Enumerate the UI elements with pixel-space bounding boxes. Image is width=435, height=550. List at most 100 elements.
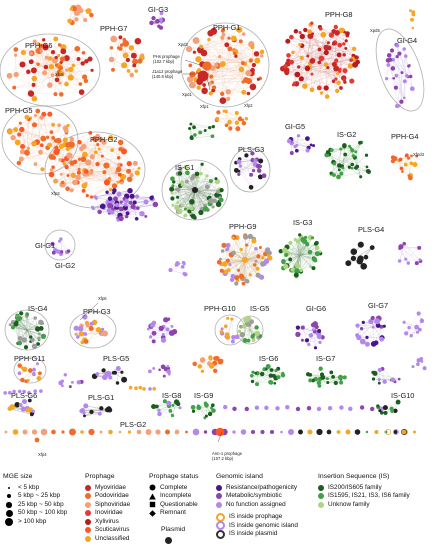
legend-ring-item: IS inside genomic island	[216, 521, 298, 531]
network-node	[42, 44, 49, 51]
network-node	[390, 377, 396, 383]
network-edge	[9, 41, 35, 76]
network-edge	[232, 259, 246, 277]
network-node	[241, 281, 246, 286]
network-edge	[210, 33, 220, 57]
network-node	[325, 150, 330, 155]
network-node	[6, 72, 13, 79]
network-edge	[172, 178, 196, 191]
network-edge	[66, 157, 119, 168]
network-node	[238, 273, 245, 279]
legend-size-item: < 5 kbp	[3, 484, 67, 493]
network-node	[208, 91, 213, 96]
network-node	[307, 33, 314, 40]
network-node	[312, 144, 316, 148]
network-node	[359, 405, 365, 410]
network-edge	[311, 23, 322, 59]
network-edge	[26, 363, 38, 382]
network-node	[67, 74, 74, 81]
network-node	[31, 122, 38, 128]
network-node	[107, 196, 113, 201]
network-node	[20, 50, 26, 56]
network-node	[36, 62, 40, 66]
network-edge	[203, 29, 240, 54]
network-node	[310, 72, 314, 76]
network-node	[124, 214, 129, 219]
network-edge	[180, 185, 201, 213]
network-node	[300, 325, 305, 330]
network-node	[191, 409, 196, 413]
network-node	[350, 148, 355, 153]
network-node	[225, 89, 232, 95]
network-node	[255, 266, 260, 271]
network-edge	[298, 135, 309, 148]
network-edge	[374, 326, 382, 344]
network-node	[69, 188, 74, 193]
network-node	[317, 60, 322, 65]
network-edge	[190, 53, 235, 66]
network-node	[208, 198, 214, 204]
network-node	[110, 148, 115, 153]
network-node	[242, 338, 248, 343]
network-edge	[399, 259, 420, 262]
network-node	[155, 18, 160, 24]
network-node	[64, 165, 69, 170]
network-node	[364, 153, 369, 157]
network-edge	[409, 65, 411, 77]
network-edge	[382, 368, 393, 380]
network-node	[125, 57, 131, 63]
network-edge	[200, 33, 244, 51]
network-node	[288, 257, 293, 262]
annotation-pointer	[79, 302, 99, 321]
network-edge	[230, 123, 244, 129]
network-node	[196, 85, 201, 90]
network-node	[217, 358, 224, 365]
network-node	[227, 119, 232, 125]
network-node	[356, 334, 362, 341]
network-node	[196, 404, 200, 408]
network-node	[403, 162, 408, 167]
network-node	[298, 30, 302, 35]
network-node	[266, 254, 270, 258]
network-node	[189, 71, 196, 78]
network-node	[24, 114, 30, 120]
network-edge	[293, 44, 301, 85]
network-edge	[301, 45, 327, 89]
network-node	[215, 116, 220, 121]
network-edge	[243, 254, 266, 284]
network-node	[162, 374, 166, 378]
network-node	[393, 429, 399, 435]
network-node	[211, 408, 216, 413]
annotation-xfp6: Xfp6	[98, 296, 107, 301]
network-node	[288, 240, 293, 246]
network-node	[400, 71, 404, 75]
network-edge	[176, 189, 196, 208]
network-node	[83, 414, 86, 418]
network-node	[391, 58, 395, 62]
network-node	[338, 67, 342, 71]
network-node	[180, 183, 184, 187]
network-edge	[26, 329, 44, 337]
network-edge	[223, 110, 247, 119]
network-edge	[79, 142, 122, 183]
network-node	[246, 338, 251, 343]
network-edge	[400, 246, 417, 264]
network-node	[298, 76, 304, 82]
network-edge	[352, 164, 368, 168]
network-node	[254, 405, 260, 410]
annotation-pointers	[79, 59, 223, 443]
network-node	[49, 168, 54, 172]
network-node	[202, 206, 209, 212]
network-edge	[246, 244, 248, 282]
network-node	[74, 17, 79, 22]
network-node	[88, 170, 94, 175]
network-node	[237, 169, 241, 173]
network-edge	[180, 168, 196, 191]
annotation-xpd1: Xpd1	[182, 92, 192, 97]
network-node	[408, 64, 411, 67]
network-node	[354, 55, 358, 59]
legend-ring-item: IS inside plasmid	[216, 529, 298, 539]
network-node	[268, 373, 273, 378]
network-edge	[219, 236, 251, 263]
network-node	[31, 140, 37, 147]
